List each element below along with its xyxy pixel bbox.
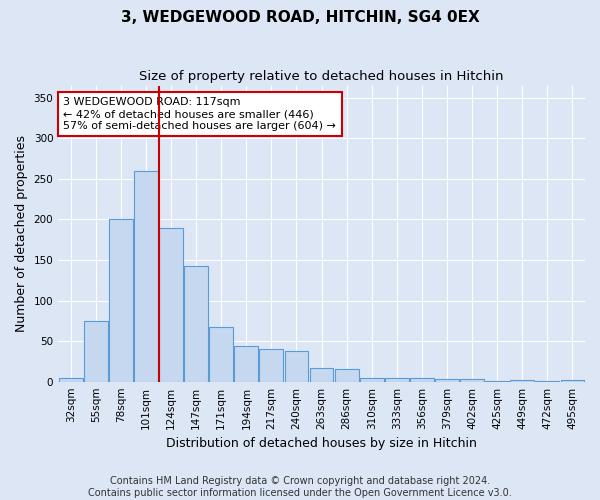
Bar — [385, 378, 409, 382]
Bar — [109, 220, 133, 382]
Text: 3, WEDGEWOOD ROAD, HITCHIN, SG4 0EX: 3, WEDGEWOOD ROAD, HITCHIN, SG4 0EX — [121, 10, 479, 25]
Bar — [235, 346, 258, 382]
Text: Contains HM Land Registry data © Crown copyright and database right 2024.
Contai: Contains HM Land Registry data © Crown c… — [88, 476, 512, 498]
Bar — [360, 378, 383, 382]
Bar — [511, 380, 534, 382]
Bar — [284, 351, 308, 382]
X-axis label: Distribution of detached houses by size in Hitchin: Distribution of detached houses by size … — [166, 437, 477, 450]
Bar — [410, 378, 434, 382]
Bar — [560, 380, 584, 382]
Bar — [310, 368, 334, 382]
Y-axis label: Number of detached properties: Number of detached properties — [15, 135, 28, 332]
Bar — [184, 266, 208, 382]
Bar — [435, 379, 459, 382]
Title: Size of property relative to detached houses in Hitchin: Size of property relative to detached ho… — [139, 70, 504, 83]
Bar — [460, 379, 484, 382]
Bar — [535, 381, 559, 382]
Bar — [335, 368, 359, 382]
Bar — [209, 326, 233, 382]
Bar — [59, 378, 83, 382]
Bar — [259, 349, 283, 382]
Bar — [159, 228, 183, 382]
Bar — [485, 381, 509, 382]
Bar — [134, 170, 158, 382]
Bar — [84, 321, 108, 382]
Text: 3 WEDGEWOOD ROAD: 117sqm
← 42% of detached houses are smaller (446)
57% of semi-: 3 WEDGEWOOD ROAD: 117sqm ← 42% of detach… — [64, 98, 337, 130]
